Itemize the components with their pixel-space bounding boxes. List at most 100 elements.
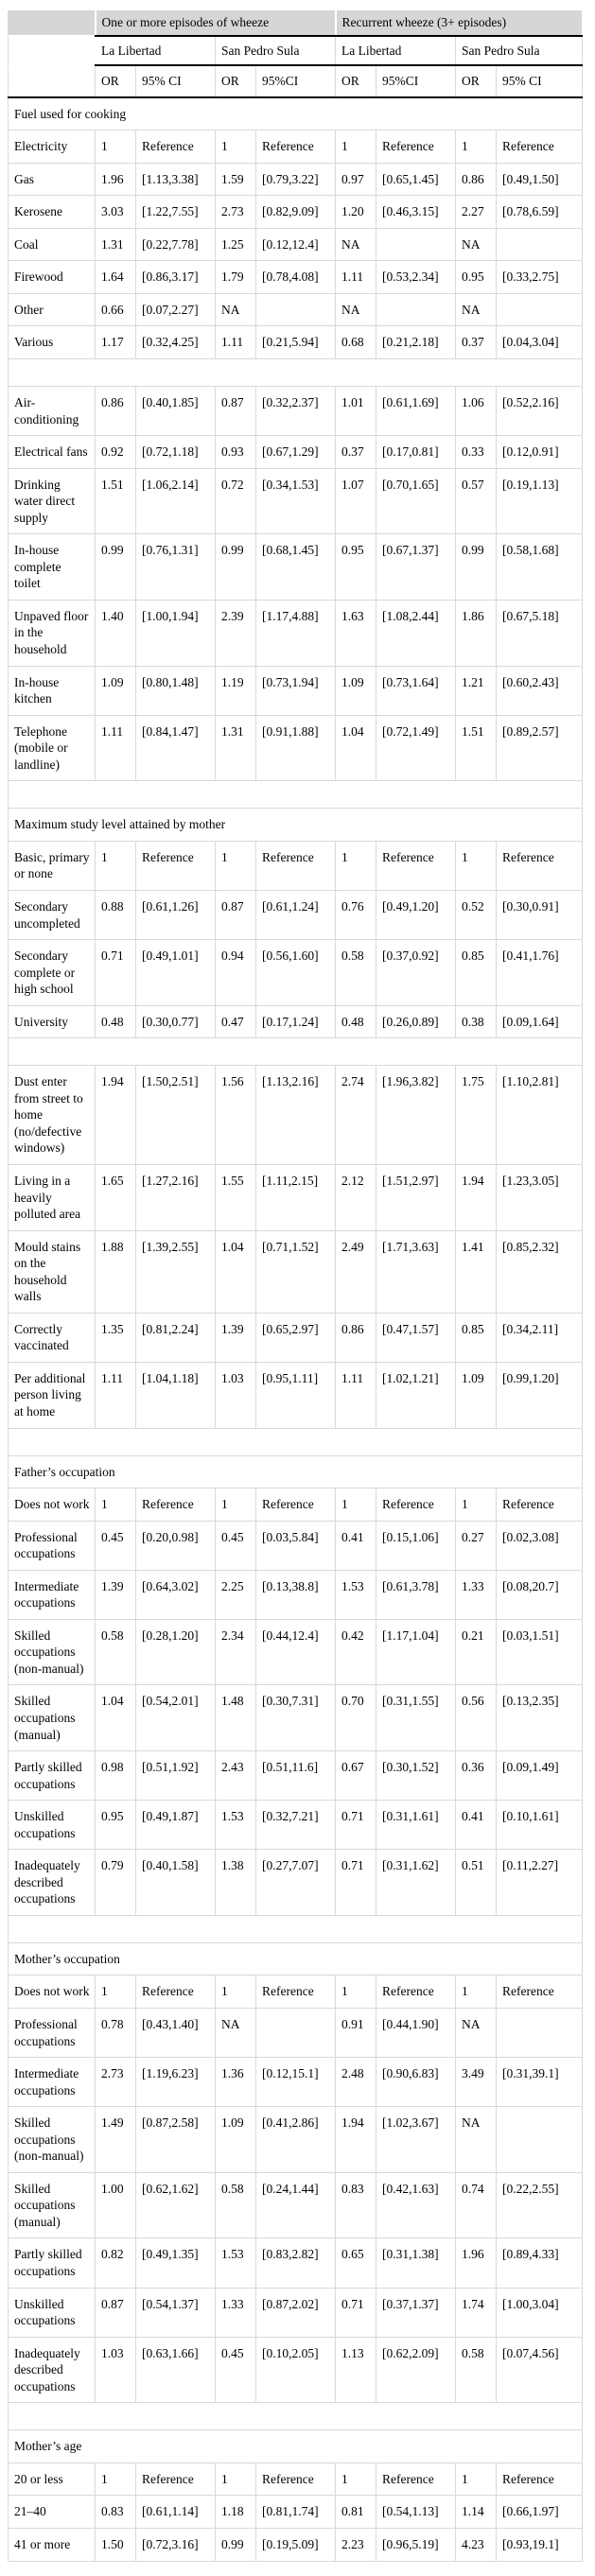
ci-value: [0.32,2.37] <box>255 386 336 437</box>
or-value: 1.53 <box>215 1800 256 1851</box>
ci-value: [1.51,2.97] <box>376 1163 456 1231</box>
ci-value: [0.10,1.61] <box>496 1800 583 1851</box>
ci-value: [0.56,1.60] <box>255 939 336 1006</box>
group-header-row: One or more episodes of wheeze Recurrent… <box>8 9 583 37</box>
or-value: 1.96 <box>455 2237 497 2289</box>
or-value: 1.31 <box>215 714 256 782</box>
table-row: In-house kitchen 1.09 [0.80,1.48] 1.19 [0.73… <box>8 665 583 716</box>
or-value: 0.68 <box>335 325 376 360</box>
or-value: 1.94 <box>455 1163 497 1231</box>
section-title: Mother’s occupation <box>8 1941 583 1976</box>
ci-value: Reference <box>376 130 456 164</box>
or-value: 0.56 <box>455 1684 497 1752</box>
or-value: 0.83 <box>335 2171 376 2239</box>
or-value: 0.85 <box>455 1312 497 1363</box>
ci-value: [0.72,1.49] <box>376 714 456 782</box>
ci-value: [0.61,1.24] <box>255 889 336 941</box>
table-row: Skilled occupations (manual) 1.00 [0.62,1.… <box>8 2171 583 2239</box>
or-value: 1.36 <box>215 2057 256 2108</box>
ci-value: [0.63,1.66] <box>135 2336 216 2404</box>
row-label: Drinking water direct supply <box>8 467 96 535</box>
table-row: Intermediate occupations 1.39 [0.64,3.02] 2… <box>8 1569 583 1620</box>
ci-value: [1.04,1.18] <box>135 1361 216 1429</box>
or-header: OR <box>95 64 136 98</box>
ci-value: Reference <box>255 840 336 891</box>
or-value: 1.03 <box>215 1361 256 1429</box>
row-label: 21–40 <box>8 2495 96 2529</box>
or-value: 0.83 <box>95 2495 136 2529</box>
table-row: Kerosene 3.03 [1.22,7.55] 2.73 [0.82,9.09] 1.… <box>8 195 583 229</box>
or-value: 2.23 <box>335 2527 376 2562</box>
ci-value: [0.27,7.07] <box>255 1849 336 1916</box>
row-label: Does not work <box>8 1975 96 2010</box>
ci-value: [0.28,1.20] <box>135 1618 216 1686</box>
or-value: 1.13 <box>335 2336 376 2404</box>
ci-value: [0.80,1.48] <box>135 665 216 716</box>
or-value: 1.18 <box>215 2495 256 2529</box>
table-row: Per additional person living at home 1.11… <box>8 1361 583 1429</box>
row-label: Basic, primary or none <box>8 840 96 891</box>
ci-value: [0.52,2.16] <box>496 386 583 437</box>
table-row: Skilled occupations (non-manual) 1.49 [0.8… <box>8 2106 583 2173</box>
ci-value: [0.31,1.61] <box>376 1800 456 1851</box>
or-value: 2.43 <box>215 1750 256 1801</box>
or-value: 1.63 <box>335 599 376 667</box>
or-value: 0.87 <box>215 386 256 437</box>
ci-value: [0.26,0.89] <box>376 1004 456 1039</box>
or-value: 0.45 <box>215 2336 256 2404</box>
or-value: 1.49 <box>95 2106 136 2173</box>
ci-value: Reference <box>496 1975 583 2010</box>
or-value: 1.96 <box>95 162 136 197</box>
spacer-cell <box>8 1914 583 1943</box>
or-value: 3.49 <box>455 2057 497 2108</box>
or-value: 1.94 <box>335 2106 376 2173</box>
row-label: Inadequately described occupations <box>8 1849 96 1916</box>
or-value: 0.72 <box>215 467 256 535</box>
section-title-row: Mother’s occupation <box>8 1941 583 1976</box>
group-header-wheeze-recurrent: Recurrent wheeze (3+ episodes) <box>334 9 583 37</box>
row-label: Living in a heavily polluted area <box>8 1163 96 1231</box>
ci-value: [1.02,3.67] <box>376 2106 456 2173</box>
or-value: 0.99 <box>215 533 256 600</box>
or-value: 0.74 <box>455 2171 497 2239</box>
table-row: 20 or less 1 Reference 1 Reference 1 Reference… <box>8 2462 583 2497</box>
table-row: Electrical fans 0.92 [0.72,1.18] 0.93 [0.67,… <box>8 435 583 469</box>
ci-value: [0.37,0.92] <box>376 939 456 1006</box>
or-value: 1.09 <box>455 1361 497 1429</box>
ci-value: [0.89,4.33] <box>496 2237 583 2289</box>
ci-value: [0.64,3.02] <box>135 1569 216 1620</box>
ci-value: [0.83,2.82] <box>255 2237 336 2289</box>
row-label: Mould stains on the household walls <box>8 1229 96 1314</box>
ci-value: [0.67,1.29] <box>255 435 336 469</box>
or-value: 1.21 <box>455 665 497 716</box>
row-label: Secondary uncompleted <box>8 889 96 941</box>
or-value: 1 <box>335 840 376 891</box>
ci-value: Reference <box>496 1488 583 1522</box>
or-value: 1.11 <box>95 714 136 782</box>
or-value: 1 <box>455 2462 497 2497</box>
or-value: NA <box>215 2008 256 2059</box>
spacer-row <box>8 358 583 388</box>
table-row: 21–40 0.83 [0.61,1.14] 1.18 [0.81,1.74] 0.81[… <box>8 2495 583 2529</box>
or-value: 1.09 <box>215 2106 256 2173</box>
table-row: Intermediate occupations 2.73 [1.19,6.23] 1… <box>8 2057 583 2108</box>
ci-value: [0.76,1.31] <box>135 533 216 600</box>
ci-value: [0.82,9.09] <box>255 195 336 229</box>
ci-value: [1.13,2.16] <box>255 1065 336 1165</box>
table-row: Air-conditioning 0.86 [0.40,1.85] 0.87 [0.32… <box>8 386 583 437</box>
ci-value: [0.22,7.78] <box>135 227 216 262</box>
ci-value: [0.30,0.91] <box>496 889 583 941</box>
ci-value: Reference <box>376 840 456 891</box>
ci-value: [0.90,6.83] <box>376 2057 456 2108</box>
or-value: 0.71 <box>335 2287 376 2338</box>
ci-value: [0.47,1.57] <box>376 1312 456 1363</box>
or-value: 0.21 <box>455 1618 497 1686</box>
or-value: 0.95 <box>335 533 376 600</box>
row-label: In-house complete toilet <box>8 533 96 600</box>
ci-value: [0.13,2.35] <box>496 1684 583 1752</box>
or-value: 0.67 <box>335 1750 376 1801</box>
ci-value: [0.32,4.25] <box>135 325 216 360</box>
spacer-cell <box>8 2402 583 2431</box>
ci-value: [0.07,2.27] <box>135 292 216 327</box>
ci-value: [0.81,2.24] <box>135 1312 216 1363</box>
